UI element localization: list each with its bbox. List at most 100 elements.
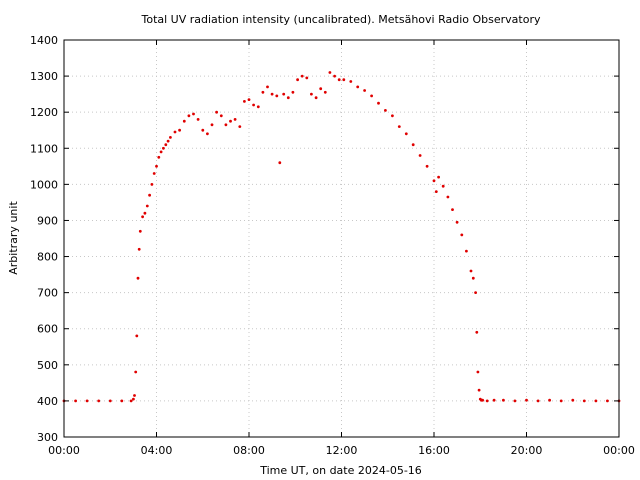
y-axis-label: Arbitrary unit [7, 201, 20, 275]
data-point [173, 130, 177, 134]
plot-frame [63, 39, 620, 438]
data-point [328, 71, 332, 74]
data-point [319, 87, 323, 91]
data-point [446, 195, 450, 199]
data-point [182, 119, 186, 123]
data-point [342, 78, 346, 82]
data-point [233, 118, 237, 121]
data-point [275, 94, 279, 98]
x-tick-label: 00:00 [603, 444, 635, 457]
data-point [97, 399, 101, 403]
x-tick-label: 00:00 [48, 444, 80, 457]
data-point [370, 94, 373, 98]
data-point [471, 276, 475, 280]
data-point [455, 220, 459, 224]
data-point [513, 399, 517, 403]
data-point [252, 103, 256, 107]
x-tick-label: 20:00 [511, 444, 543, 457]
data-point [206, 132, 209, 136]
data-point [192, 112, 195, 116]
data-point [145, 204, 149, 208]
data-point [164, 143, 168, 147]
data-point [148, 193, 152, 197]
data-point [143, 211, 147, 215]
data-point [536, 399, 540, 403]
chart-title: Total UV radiation intensity (uncalibrat… [141, 13, 541, 26]
y-tick-label: 1200 [30, 106, 58, 119]
data-point [136, 276, 140, 280]
data-point [337, 78, 341, 82]
data-point [152, 172, 156, 175]
data-point [159, 150, 163, 154]
data-point [162, 146, 165, 150]
data-point [166, 139, 170, 143]
data-point [465, 249, 468, 253]
x-tick-label: 04:00 [141, 444, 173, 457]
data-point [481, 398, 484, 402]
y-tick-label: 300 [37, 431, 58, 444]
data-point [120, 399, 124, 403]
data-point [411, 143, 415, 147]
data-point [432, 179, 436, 183]
data-point [85, 399, 89, 403]
data-point [178, 128, 182, 132]
data-point [377, 101, 380, 105]
data-point [141, 215, 145, 219]
data-point [282, 92, 286, 96]
data-point [256, 105, 260, 109]
data-point [477, 388, 481, 392]
data-point [300, 74, 304, 78]
data-point [582, 399, 586, 403]
data-point [201, 128, 205, 132]
x-tick-labels: 00:00 04:00 08:00 12:00 16:00 20:00 00:00 [48, 444, 635, 457]
data-point [525, 398, 528, 402]
x-axis-label: Time UT, on date 2024-05-16 [259, 464, 422, 477]
y-tick-label: 1100 [30, 142, 58, 155]
data-point [229, 119, 232, 123]
y-tick-label: 1000 [30, 178, 58, 191]
data-point [323, 90, 327, 94]
data-point [296, 78, 299, 82]
data-point [391, 114, 394, 118]
data-point [135, 334, 139, 338]
data-point [243, 100, 246, 103]
data-point [129, 399, 133, 403]
data-point [219, 114, 223, 118]
data-point [132, 397, 135, 401]
data-point [548, 398, 551, 402]
data-point [210, 123, 214, 127]
y-tick-label: 600 [37, 323, 58, 336]
data-point [476, 370, 480, 374]
data-point [425, 164, 429, 168]
data-point [169, 136, 172, 139]
data-point [215, 110, 219, 114]
data-point [224, 123, 228, 127]
data-point [571, 398, 575, 402]
data-point [261, 90, 265, 94]
data-point [155, 164, 158, 168]
data-point [594, 399, 598, 403]
data-point [266, 85, 269, 89]
data-point [441, 184, 445, 188]
data-point [434, 190, 438, 194]
data-point [404, 132, 408, 136]
x-tick-label: 16:00 [418, 444, 450, 457]
data-points [62, 71, 621, 403]
data-point [451, 208, 454, 212]
data-point [310, 92, 313, 96]
x-tick-label: 08:00 [233, 444, 265, 457]
data-point [418, 154, 422, 157]
axis-ticks [63, 39, 620, 438]
data-point [157, 155, 161, 159]
data-point [485, 399, 489, 403]
data-point [291, 90, 295, 94]
data-point [138, 229, 142, 233]
data-point [108, 399, 112, 403]
data-point [559, 399, 563, 403]
data-point [397, 125, 401, 128]
y-tick-label: 800 [37, 251, 58, 264]
data-point [474, 291, 477, 294]
data-point [606, 399, 609, 403]
data-point [134, 370, 138, 374]
data-point [492, 398, 496, 402]
